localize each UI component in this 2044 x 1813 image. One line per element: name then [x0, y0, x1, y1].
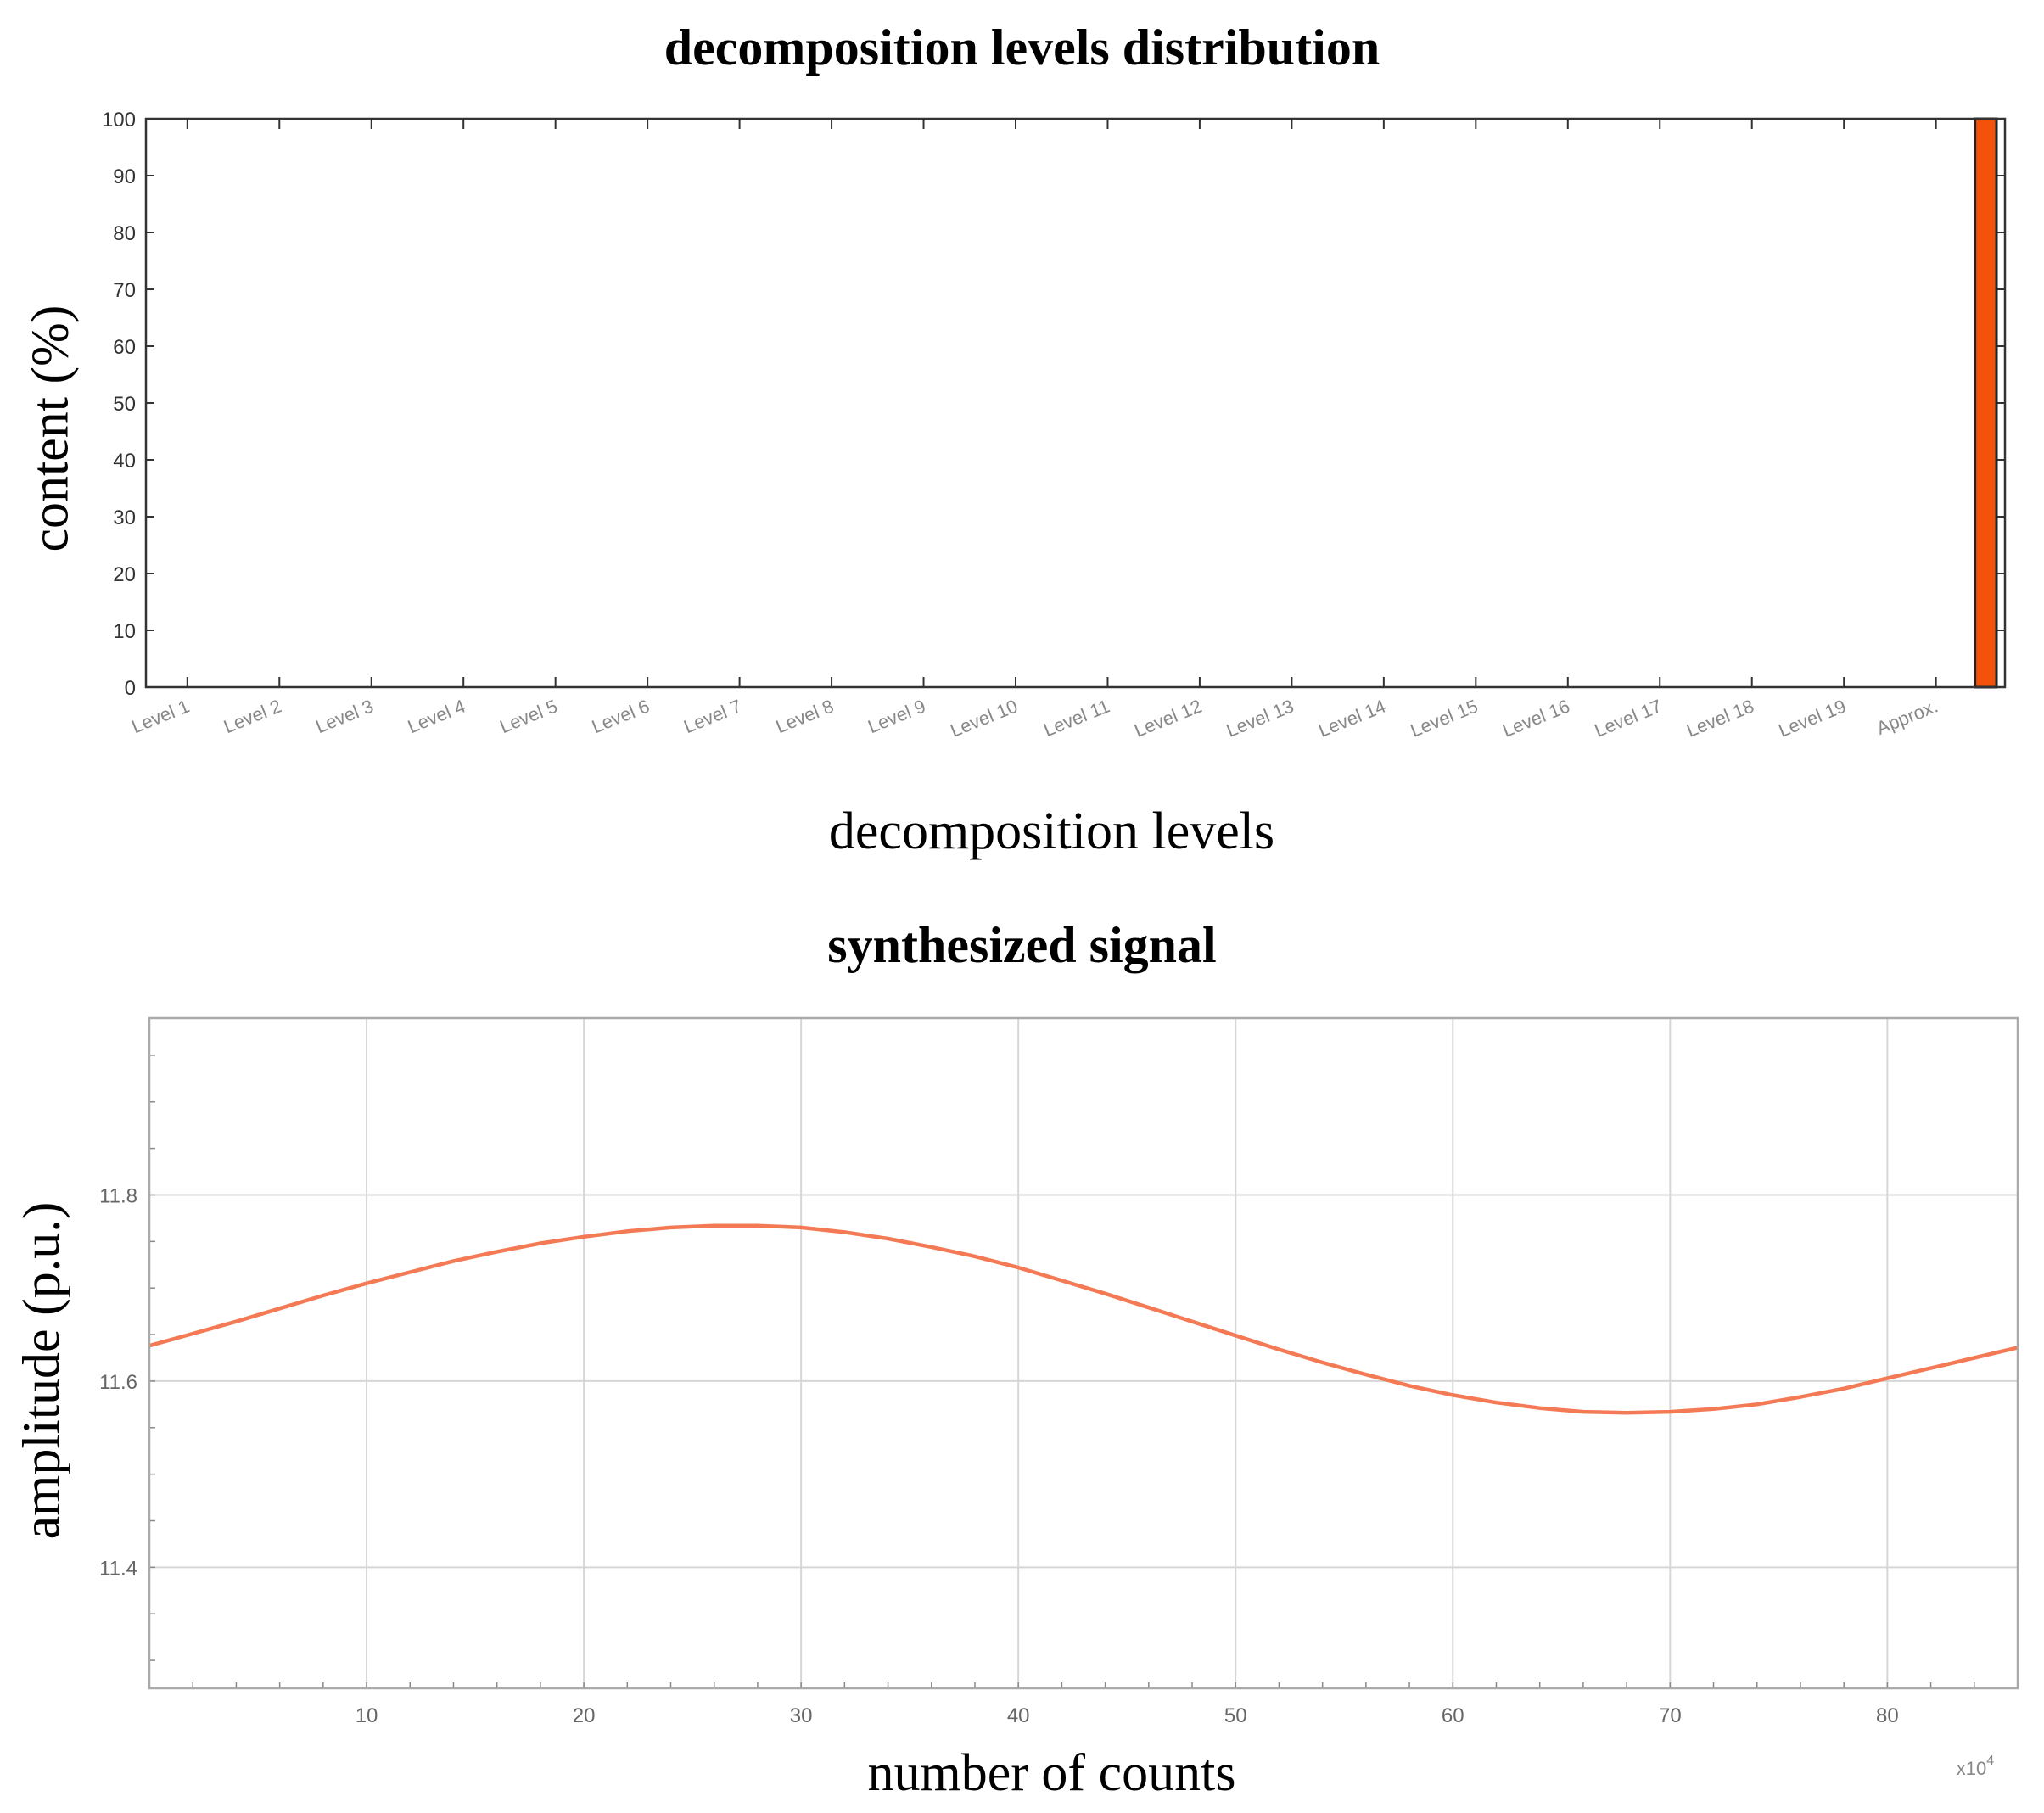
x-tick-label: 80: [1876, 1704, 1899, 1727]
y-tick-label: 0: [125, 677, 136, 700]
y-tick-label: 20: [113, 563, 136, 586]
y-tick-label: 11.6: [99, 1371, 137, 1394]
x-tick-label: 10: [356, 1704, 378, 1727]
plot-frame: [144, 117, 2007, 689]
chart2-xlabel: number of counts: [867, 1744, 1236, 1802]
y-tick-label: 100: [102, 109, 136, 131]
y-tick-label: 60: [113, 336, 136, 359]
x-tick-label: 20: [573, 1704, 596, 1727]
y-tick-label: 50: [113, 393, 136, 416]
chart2-title: synthesized signal: [827, 917, 1217, 973]
bar-approx-: [1974, 117, 1998, 689]
x-tick-label: 50: [1224, 1704, 1247, 1727]
x-tick-label: 70: [1659, 1704, 1682, 1727]
series-line: [148, 1223, 2019, 1415]
y-tick-label: 10: [113, 620, 136, 643]
y-tick-label: 90: [113, 165, 136, 188]
x-tick-label: 40: [1007, 1704, 1030, 1727]
y-tick-label: 11.4: [99, 1557, 137, 1580]
y-tick-label: 30: [113, 506, 136, 529]
x-tick-label: 30: [790, 1704, 813, 1727]
x-multiplier-label: x104: [1957, 1754, 1994, 1779]
chart1-xlabel: decomposition levels: [828, 803, 1275, 860]
x-tick-label: 60: [1442, 1704, 1464, 1727]
y-tick-label: 80: [113, 222, 136, 245]
y-tick-label: 11.8: [99, 1184, 137, 1207]
chart1-title: decomposition levels distribution: [664, 20, 1380, 76]
y-tick-label: 70: [113, 279, 136, 302]
y-tick-label: 40: [113, 450, 136, 473]
plot-frame: [148, 1016, 2019, 1690]
